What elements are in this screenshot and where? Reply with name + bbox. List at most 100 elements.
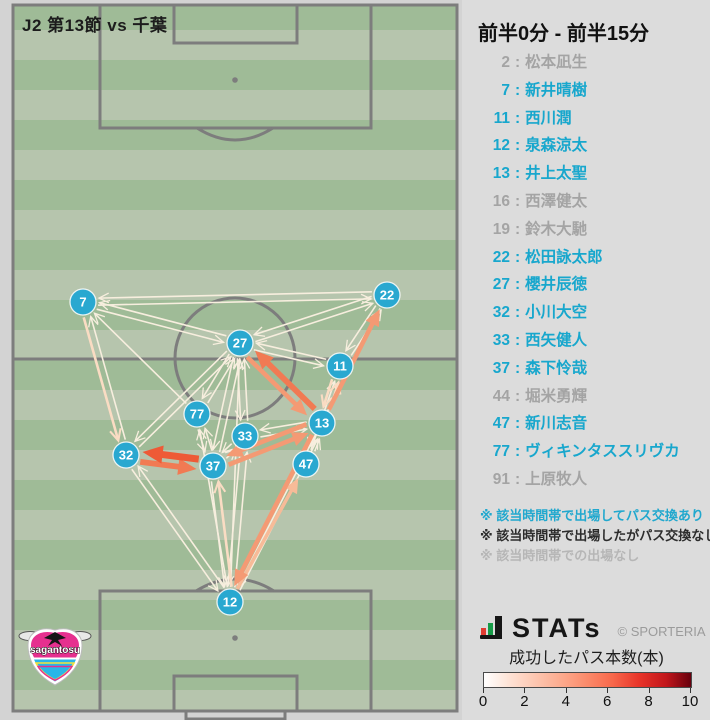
player-node-label: 47 xyxy=(299,457,313,472)
player-node-label: 37 xyxy=(206,459,220,474)
player-node-33: 33 xyxy=(231,422,259,450)
legend-note-played: ※ 該当時間帯で出場したがパス交換なし xyxy=(480,528,710,543)
pass-arrow-13-27 xyxy=(254,350,317,412)
colorbar-tick-label: 4 xyxy=(561,693,570,710)
player-list-item-33: 33: 西矢健人 xyxy=(462,327,710,355)
colorbar-tick xyxy=(524,688,526,693)
player-node-22: 22 xyxy=(373,281,401,309)
pass-arrow-27-11 xyxy=(253,348,326,369)
player-list-item-22: 22: 松田詠太郎 xyxy=(462,244,710,272)
colorbar-tick-label: 2 xyxy=(520,693,529,710)
player-node-27: 27 xyxy=(226,329,254,357)
player-list-item-7: 7: 新井晴樹 xyxy=(462,77,710,105)
pass-arrow-13-33 xyxy=(258,421,307,434)
player-number: 12 xyxy=(492,137,510,155)
pass-arrow-77-7 xyxy=(93,312,187,405)
pass-arrow-27-22 xyxy=(255,301,375,343)
player-name: 松田詠太郎 xyxy=(525,248,603,266)
colorbar-tick xyxy=(483,688,484,693)
colorbar-tick-label: 6 xyxy=(603,693,612,710)
player-number: 44 xyxy=(492,387,510,405)
colorbar-tick xyxy=(607,688,609,693)
pass-arrow-27-32 xyxy=(133,350,228,443)
colorbar-label: 成功したパス本数(本) xyxy=(509,650,664,667)
player-node-7: 7 xyxy=(69,288,97,316)
player-name: 西矢健人 xyxy=(525,331,588,349)
player-name: 西澤健太 xyxy=(525,192,588,210)
pass-arrow-11-27 xyxy=(254,340,327,361)
player-name: 上原牧人 xyxy=(525,470,588,488)
player-list-item-12: 12: 泉森涼太 xyxy=(462,132,710,160)
player-node-47: 47 xyxy=(292,450,320,478)
pass-arrow-32-27 xyxy=(138,355,233,448)
player-node-11: 11 xyxy=(326,352,354,380)
stats-brand: STATs © SPORTERIA xyxy=(480,611,706,645)
pass-arrow-27-13 xyxy=(245,355,308,416)
legend-note-out: ※ 該当時間帯での出場なし xyxy=(480,548,640,563)
player-number: 32 xyxy=(492,304,510,322)
colorbar-tick xyxy=(565,688,567,693)
sagan-tosu-logo: sagantosu xyxy=(18,628,92,686)
player-node-13: 13 xyxy=(308,409,336,437)
player-number: 22 xyxy=(492,248,510,266)
colorbar-tick-label: 10 xyxy=(681,693,699,710)
player-node-37: 37 xyxy=(199,452,227,480)
player-node-12: 12 xyxy=(216,588,244,616)
player-number: 33 xyxy=(492,331,510,349)
pass-arrow-37-13 xyxy=(227,432,309,467)
player-node-label: 12 xyxy=(223,595,237,610)
player-list-item-16: 16: 西澤健太 xyxy=(462,188,710,216)
player-name: 松本凪生 xyxy=(525,54,588,71)
player-number: 91 xyxy=(492,470,510,488)
colorbar-tick-label: 0 xyxy=(478,693,488,710)
player-list-item-2: 2: 松本凪生 xyxy=(462,49,710,77)
player-list-item-27: 27: 櫻井辰徳 xyxy=(462,271,710,299)
player-node-label: 11 xyxy=(333,359,347,374)
player-node-32: 32 xyxy=(112,441,140,469)
pitch-area: 7 22 27 11 77 33 13 32 37 47 12 J2 第13節 vs 千葉 saga… xyxy=(11,3,459,720)
pass-arrow-22-27 xyxy=(252,295,372,337)
match-title: J2 第13節 vs 千葉 xyxy=(22,16,168,35)
pass-arrow-11-13 xyxy=(320,378,334,409)
player-name: 新川志音 xyxy=(525,415,588,433)
pitch-canvas: 7 22 27 11 77 33 13 32 37 47 12 xyxy=(11,3,459,720)
pass-arrow-32-12 xyxy=(131,468,219,593)
pass-arrow-27-77 xyxy=(201,353,230,400)
crest-text: sagantosu xyxy=(30,645,80,656)
colorbar-tickmarks xyxy=(483,688,691,694)
player-name: 西川潤 xyxy=(525,109,572,127)
pass-arrow-7-32 xyxy=(82,317,122,443)
colorbar-tick-labels: 0 2 4 6 8 10 xyxy=(479,693,699,711)
player-number: 16 xyxy=(492,192,510,210)
player-name: 泉森涼太 xyxy=(525,137,588,155)
stats-barchart-icon xyxy=(480,616,502,639)
player-name: 新井晴樹 xyxy=(525,81,588,99)
pass-arrow-27-37 xyxy=(209,356,235,452)
player-name: 井上太聖 xyxy=(525,165,588,183)
player-node-label: 32 xyxy=(119,448,133,463)
pass-arrow-12-37 xyxy=(213,479,233,587)
player-node-label: 13 xyxy=(315,416,329,431)
legend-notes: ※ 該当時間帯で出場してパス交換あり ※ 該当時間帯で出場したがパス交換なし ※ 該… xyxy=(480,506,710,566)
player-node-77: 77 xyxy=(183,400,211,428)
pass-arrow-32-7 xyxy=(88,315,127,440)
player-list: 2: 松本凪生 7: 新井晴樹 11: 西川潤 12: 泉森涼太 13: 井上太聖 16: 西澤健太 1… xyxy=(462,49,710,494)
pass-arrow-12-27 xyxy=(229,357,245,588)
copyright-text: © SPORTERIA xyxy=(617,623,706,639)
player-name: 堀米勇輝 xyxy=(525,387,588,405)
player-nodes: 7 22 27 11 77 33 13 32 37 47 12 xyxy=(69,281,401,616)
player-number: 19 xyxy=(492,220,510,238)
player-name: 小川大空 xyxy=(525,304,588,322)
side-panel: 前半0分 - 前半15分 2: 松本凪生 7: 新井晴樹 11: 西川潤 12: 泉森涼太 13… xyxy=(462,0,710,720)
pass-arrow-32-37 xyxy=(139,458,197,475)
player-list-item-44: 44: 堀米勇輝 xyxy=(462,383,710,411)
stats-logo-text: STATs xyxy=(512,612,602,643)
player-node-label: 7 xyxy=(79,295,86,310)
legend-note-active: ※ 該当時間帯で出場してパス交換あり xyxy=(480,508,704,523)
player-list-item-11: 11: 西川潤 xyxy=(462,105,710,133)
pass-arrow-12-32 xyxy=(137,464,225,589)
player-node-label: 77 xyxy=(190,407,204,422)
player-number: 47 xyxy=(492,415,510,433)
player-list-item-19: 19: 鈴木大馳 xyxy=(462,216,710,244)
